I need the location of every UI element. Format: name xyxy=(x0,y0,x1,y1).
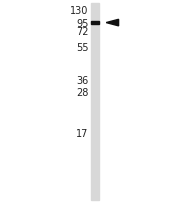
Text: 28: 28 xyxy=(76,88,88,98)
Polygon shape xyxy=(106,20,119,27)
Text: 17: 17 xyxy=(76,129,88,139)
Bar xyxy=(91,22,99,25)
Text: 95: 95 xyxy=(76,19,88,28)
Text: 130: 130 xyxy=(70,6,88,16)
Text: 55: 55 xyxy=(76,43,88,53)
Text: 72: 72 xyxy=(76,27,88,37)
Text: 36: 36 xyxy=(76,76,88,85)
Bar xyxy=(91,4,99,200)
